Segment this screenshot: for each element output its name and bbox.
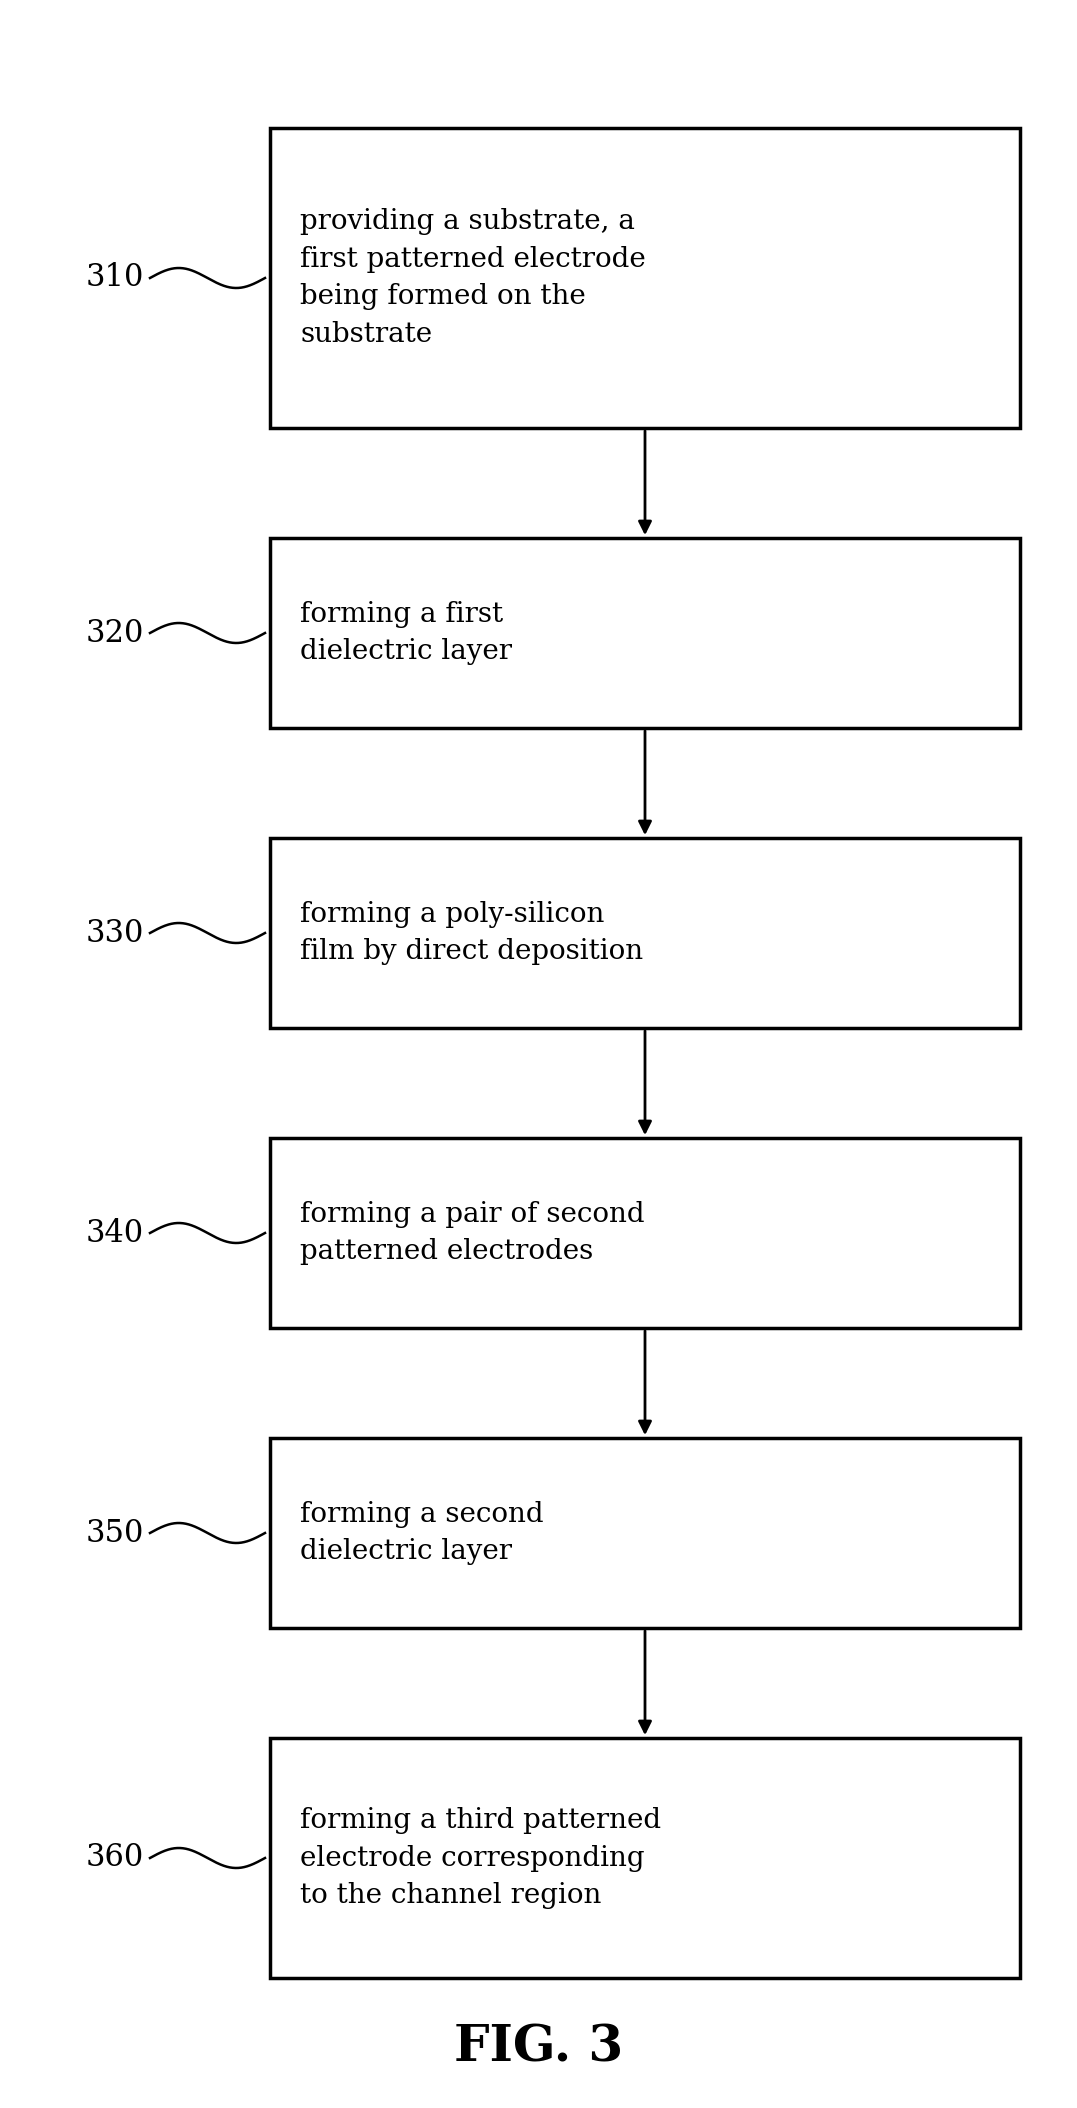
Text: forming a first
dielectric layer: forming a first dielectric layer xyxy=(300,601,512,666)
Text: 360: 360 xyxy=(86,1842,144,1874)
Bar xyxy=(270,1138,1020,1328)
Text: 340: 340 xyxy=(86,1218,144,1248)
Bar xyxy=(270,538,1020,727)
Bar xyxy=(270,839,1020,1029)
Text: 330: 330 xyxy=(86,917,144,949)
Bar xyxy=(270,1737,1020,1977)
Bar xyxy=(270,1438,1020,1627)
Text: 350: 350 xyxy=(86,1518,144,1549)
Text: FIG. 3: FIG. 3 xyxy=(453,2024,624,2072)
Text: forming a second
dielectric layer: forming a second dielectric layer xyxy=(300,1501,544,1566)
Text: 320: 320 xyxy=(86,618,144,649)
Text: 310: 310 xyxy=(86,264,144,293)
Text: providing a substrate, a
first patterned electrode
being formed on the
substrate: providing a substrate, a first patterned… xyxy=(300,209,646,348)
Text: forming a poly-silicon
film by direct deposition: forming a poly-silicon film by direct de… xyxy=(300,900,643,965)
Bar xyxy=(270,129,1020,428)
Text: forming a pair of second
patterned electrodes: forming a pair of second patterned elect… xyxy=(300,1202,645,1265)
Text: forming a third patterned
electrode corresponding
to the channel region: forming a third patterned electrode corr… xyxy=(300,1807,661,1910)
